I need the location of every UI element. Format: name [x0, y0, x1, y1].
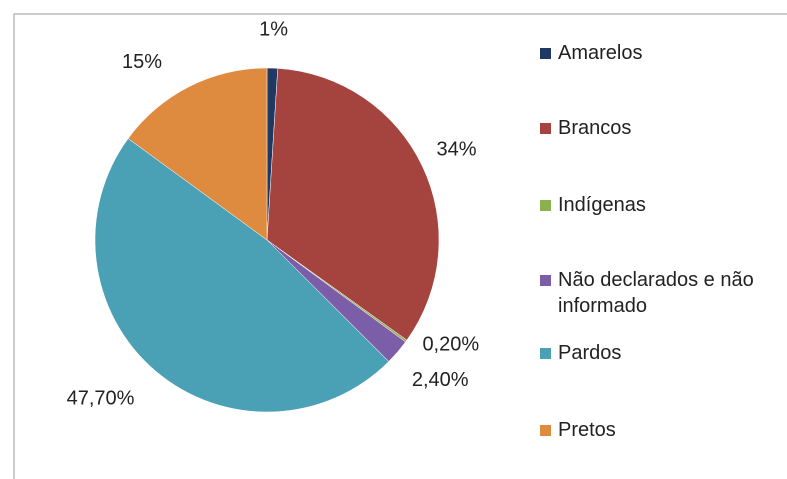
- data-label: 15%: [122, 51, 162, 73]
- data-label: 34%: [437, 138, 477, 160]
- data-label: 2,40%: [412, 369, 469, 391]
- legend-item: Pardos: [540, 340, 780, 366]
- legend-swatch: [540, 200, 551, 211]
- legend-item: Brancos: [540, 115, 780, 141]
- pie-slice: [266, 68, 440, 341]
- legend-swatch: [540, 48, 551, 59]
- legend-item: Pretos: [540, 417, 780, 443]
- pie-slice: [127, 67, 268, 241]
- legend-label: Brancos: [558, 117, 632, 139]
- legend-item: Não declarados e não informado: [540, 267, 780, 319]
- data-label: 1%: [259, 19, 288, 41]
- legend-label: Pretos: [558, 419, 616, 441]
- data-label: 0,20%: [422, 334, 479, 356]
- pie-slice: [94, 138, 390, 413]
- legend-label: Pardos: [558, 342, 622, 364]
- legend-swatch: [540, 123, 551, 134]
- legend-label: Amarelos: [558, 42, 643, 64]
- legend-swatch: [540, 275, 551, 286]
- legend-swatch: [540, 348, 551, 359]
- frame: [13, 13, 787, 479]
- data-label: 47,70%: [67, 388, 135, 410]
- legend-item: Indígenas: [540, 192, 780, 218]
- legend-item: Amarelos: [540, 40, 780, 66]
- legend-swatch: [540, 425, 551, 436]
- legend-label: Não declarados e não informado: [558, 269, 754, 317]
- legend-label: Indígenas: [558, 194, 646, 216]
